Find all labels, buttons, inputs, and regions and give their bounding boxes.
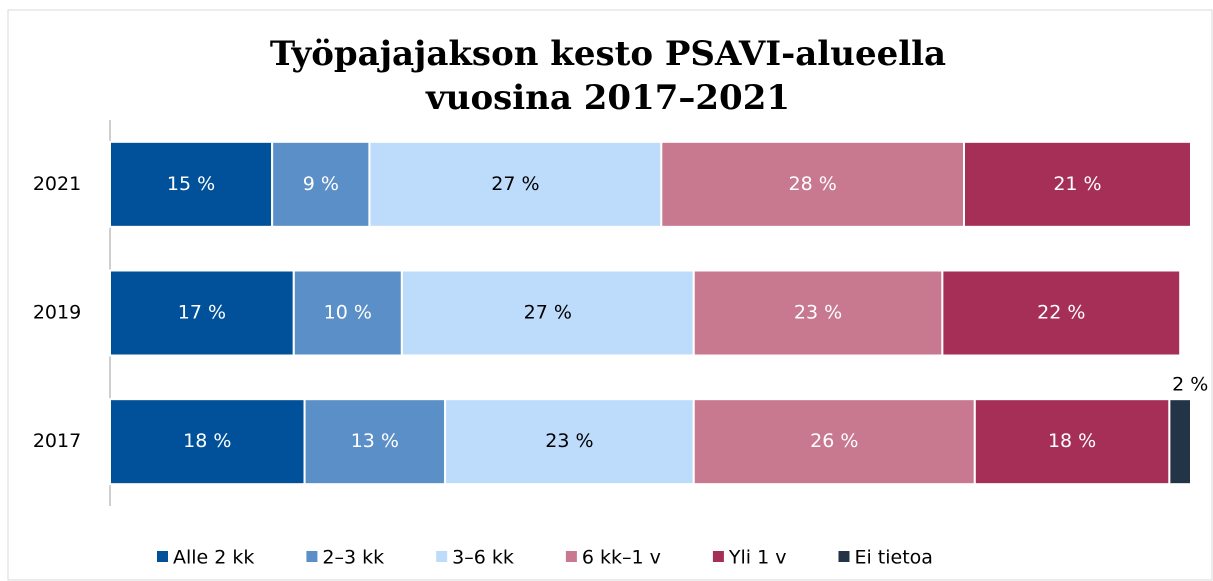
legend-marker [436, 551, 448, 562]
bar-segment [303, 398, 447, 486]
data-label: 17 % [178, 302, 226, 324]
data-label: 15 % [167, 173, 215, 195]
legend-marker [712, 551, 724, 562]
legend-marker [565, 551, 577, 562]
data-label: 26 % [810, 430, 858, 452]
bar-segment [973, 398, 1171, 486]
data-label: 18 % [1048, 430, 1096, 452]
data-label: 28 % [789, 173, 837, 195]
y-tick-label: 2017 [33, 430, 81, 452]
bar-segment [941, 269, 1182, 357]
chart-title: vuosina 2017–2021 [425, 78, 790, 118]
bar-segment [962, 140, 1192, 228]
legend-label: 3–6 kk [452, 547, 514, 569]
bar-segment [109, 140, 274, 228]
data-label: 13 % [351, 430, 399, 452]
data-label: 23 % [545, 430, 593, 452]
legend-label: Yli 1 v [728, 547, 787, 569]
legend-marker [838, 551, 850, 562]
legend-marker [306, 551, 318, 562]
data-label: 27 % [524, 302, 572, 324]
legend-label: 2–3 kk [322, 547, 384, 569]
y-tick-label: 2021 [33, 173, 81, 195]
data-label: 18 % [183, 430, 231, 452]
bar-segment [400, 269, 695, 357]
data-label: 10 % [324, 302, 372, 324]
bar-segment [444, 398, 695, 486]
data-label: 2 % [1172, 374, 1208, 396]
bar-segment [271, 140, 371, 228]
bar-segment [1168, 398, 1193, 486]
bar-segment [692, 398, 976, 486]
chart-title: Työpajajakson kesto PSAVI-alueella [270, 34, 946, 74]
data-label: 9 % [303, 173, 339, 195]
y-tick-label: 2019 [33, 302, 81, 324]
data-label: 21 % [1053, 173, 1101, 195]
data-label: 23 % [794, 302, 842, 324]
bar-segment [109, 398, 306, 486]
data-label: 27 % [491, 173, 539, 195]
legend-label: Ei tietoa [854, 547, 932, 569]
legend-marker [157, 551, 168, 562]
bar-segment [692, 269, 944, 357]
data-label: 22 % [1037, 302, 1085, 324]
legend-label: 6 kk–1 v [582, 547, 661, 569]
legend-label: Alle 2 kk [173, 547, 254, 569]
